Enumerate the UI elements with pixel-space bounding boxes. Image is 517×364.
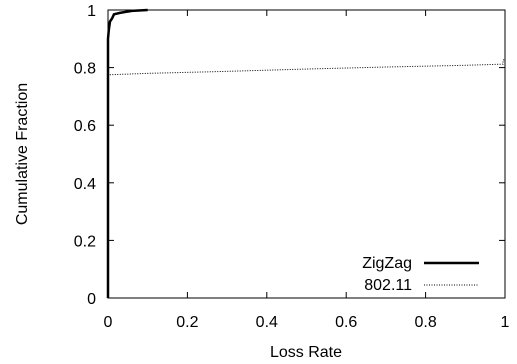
series-line-zigzag xyxy=(106,8,148,298)
y-tick-label: 0 xyxy=(87,291,96,308)
y-tick-label: 0.2 xyxy=(74,233,96,250)
plot-frame xyxy=(107,9,506,299)
legend-label-zigzag: ZigZag xyxy=(362,255,412,272)
x-tick-label: 0.6 xyxy=(335,314,357,331)
series-line-80211 xyxy=(107,10,506,298)
x-tick-label: 1 xyxy=(501,314,510,331)
y-tick-label: 0.4 xyxy=(74,176,96,193)
y-tick-label: 0.6 xyxy=(74,118,96,135)
y-tick-label: 1 xyxy=(87,3,96,20)
x-tick-label: 0.8 xyxy=(414,314,436,331)
series-layer xyxy=(106,8,506,298)
legend: ZigZag 802.11 xyxy=(362,255,479,294)
ticks: 0 0.2 0.4 0.6 0.8 1 0 0.2 0.4 0.6 0.8 1 xyxy=(74,3,510,331)
x-tick-label: 0.2 xyxy=(176,314,198,331)
y-axis-label: Cumulative Fraction xyxy=(14,83,31,225)
x-tick-label: 0.4 xyxy=(256,314,278,331)
y-tick-label: 0.8 xyxy=(74,61,96,78)
x-axis-label: Loss Rate xyxy=(270,344,342,361)
x-tick-label: 0 xyxy=(104,314,113,331)
legend-label-80211: 802.11 xyxy=(364,277,412,294)
